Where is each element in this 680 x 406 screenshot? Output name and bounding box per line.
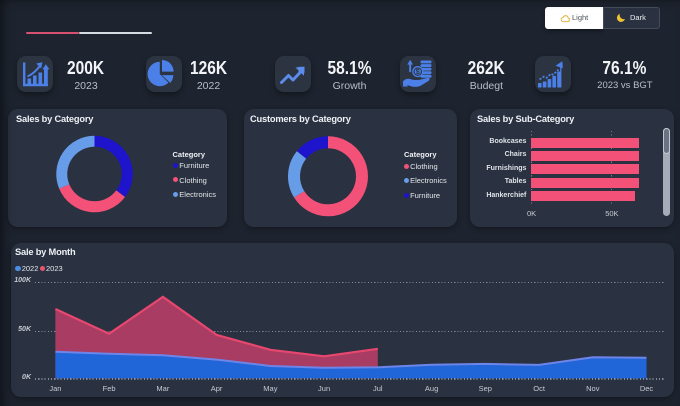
svg-text:$: $ [416, 67, 420, 76]
